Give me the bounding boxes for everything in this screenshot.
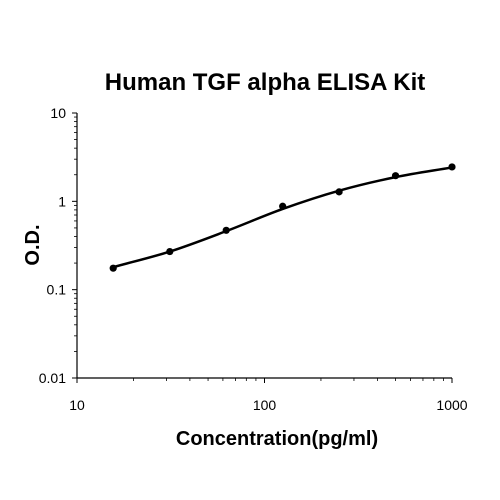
x-tick-labels: 10 100 1000	[69, 397, 468, 413]
data-points	[109, 163, 456, 272]
x-tick-label: 10	[69, 397, 85, 413]
data-point	[448, 163, 456, 171]
y-tick-label: 1	[58, 193, 66, 209]
data-point	[109, 264, 117, 272]
data-point	[222, 226, 230, 234]
data-point	[166, 247, 174, 256]
data-point	[335, 188, 343, 196]
axes	[76, 113, 452, 379]
data-point	[279, 202, 287, 210]
x-axis-label: Concentration(pg/ml)	[176, 428, 378, 450]
y-tick-label: 0.01	[39, 370, 66, 386]
fit-curve-line	[111, 166, 454, 269]
y-tick-label: 10	[50, 105, 66, 121]
tick-marks	[72, 112, 453, 383]
chart-title: Human TGF alpha ELISA Kit	[105, 69, 425, 96]
y-axis-label: O.D.	[22, 224, 44, 265]
x-tick-label: 1000	[436, 397, 467, 413]
x-tick-label: 100	[253, 397, 277, 413]
y-tick-labels: 0.01 0.1 1 10	[39, 105, 66, 386]
y-tick-label: 0.1	[47, 282, 67, 298]
data-point	[391, 172, 400, 180]
